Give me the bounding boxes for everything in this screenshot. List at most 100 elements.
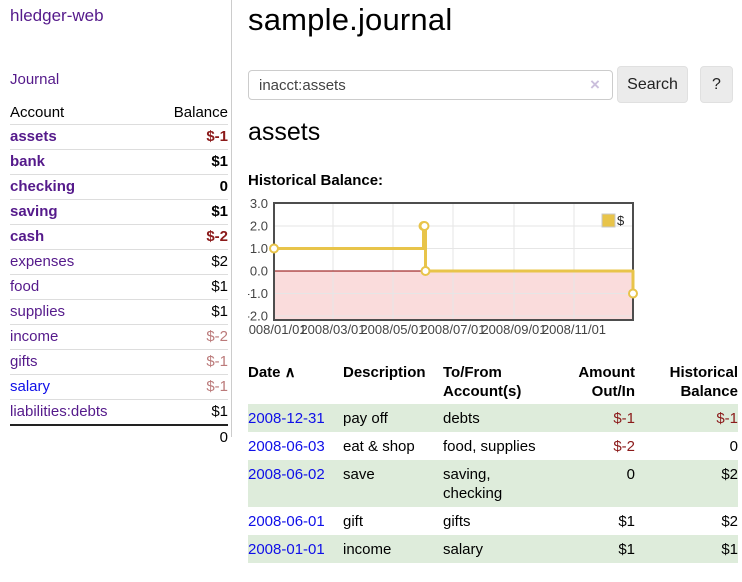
transaction-accounts: saving, checking [443, 466, 503, 502]
accounts-header-balance: Balance [173, 104, 228, 121]
x-axis-tick-label: 2008/03/01 [300, 322, 365, 337]
transaction-amount: $1 [618, 541, 635, 558]
account-balance: $1 [211, 153, 228, 170]
transaction-balance: $2 [721, 513, 738, 530]
search-button[interactable]: Search [617, 66, 688, 103]
x-axis-tick-label: 2008/07/01 [420, 322, 485, 337]
search-input[interactable] [248, 70, 613, 100]
transaction-date-link[interactable]: 2008-06-02 [248, 466, 325, 483]
y-axis-tick-label: -2.0 [248, 309, 268, 324]
data-point-marker [420, 266, 431, 276]
transaction-description: gift [343, 513, 364, 530]
transaction-date-link[interactable]: 2008-06-03 [248, 438, 325, 455]
app-title-link[interactable]: hledger-web [10, 6, 104, 25]
transaction-row: 2008-01-01 income salary $1 $1 [248, 535, 738, 563]
accounts-header-account: Account [10, 104, 65, 121]
clear-search-icon[interactable]: × [590, 75, 600, 94]
account-balance: $1 [211, 303, 228, 320]
header-label: To/From Account(s) [443, 364, 522, 400]
transactions-table-body: 2008-12-31 pay off debts $-1 $-1 2008-06-03 ea… [248, 404, 738, 563]
header-label: Historical Balance [669, 364, 738, 400]
account-link[interactable]: bank [10, 153, 46, 170]
account-link[interactable]: liabilities:debts [10, 403, 108, 420]
account-link[interactable]: assets [10, 128, 57, 145]
transaction-accounts: gifts [443, 513, 471, 530]
account-row: bank $1 [10, 150, 228, 175]
account-balance: $2 [211, 253, 228, 270]
account-balance: $-1 [206, 378, 228, 395]
data-point-marker [269, 243, 279, 254]
account-row: saving $1 [10, 200, 228, 225]
chart-frame [273, 202, 634, 321]
transaction-description: income [343, 541, 392, 558]
transactions-header-amount-out-in: Amount Out/In [555, 360, 635, 404]
account-balance: $-1 [206, 353, 228, 370]
account-row: gifts $-1 [10, 350, 228, 375]
transactions-header-description: Description [343, 360, 443, 404]
transaction-row: 2008-06-02 save saving, checking 0 $2 [248, 460, 738, 507]
accounts-header-row: Account Balance [10, 101, 228, 125]
transaction-description: save [343, 466, 375, 483]
data-point-marker [628, 288, 638, 299]
y-axis-tick-label: 3.0 [250, 196, 268, 211]
chart-heading: Historical Balance: [248, 172, 384, 189]
account-row: income $-2 [10, 325, 228, 350]
search-form: × Search ? [248, 66, 742, 104]
accounts-table: Account Balance assets $-1 bank $1 checking 0… [10, 101, 228, 450]
accounts-total-value: 0 [219, 429, 228, 446]
transaction-row: 2008-06-03 eat & shop food, supplies $-2 0 [248, 432, 738, 460]
transaction-description: pay off [343, 410, 388, 427]
account-link[interactable]: salary [10, 378, 51, 395]
transaction-accounts: salary [443, 541, 484, 558]
account-heading: assets [248, 118, 321, 146]
account-link[interactable]: cash [10, 228, 45, 245]
account-link[interactable]: income [10, 328, 59, 345]
legend-swatch [601, 213, 616, 228]
account-link[interactable]: food [10, 278, 40, 295]
x-axis-tick-label: 2008/01/01 [248, 322, 307, 337]
y-axis-tick-label: -1.0 [248, 286, 268, 301]
historical-balance-chart: $3.0 2.0 1.0 0.0 -1.0 -2.02008/01/012008/03/0… [248, 196, 638, 337]
account-row: expenses $2 [10, 250, 228, 275]
page-title: sample.journal [248, 2, 453, 37]
header-label: Date [248, 364, 281, 381]
x-axis-tick-label: 2008/05/01 [360, 322, 425, 337]
account-link[interactable]: checking [10, 178, 76, 195]
account-balance: $-2 [206, 328, 228, 345]
account-balance: 0 [219, 178, 228, 195]
transaction-balance: 0 [729, 438, 738, 455]
transaction-date-link[interactable]: 2008-01-01 [248, 541, 325, 558]
account-row: salary $-1 [10, 375, 228, 400]
account-row: checking 0 [10, 175, 228, 200]
transaction-row: 2008-06-01 gift gifts $1 $2 [248, 507, 738, 535]
account-balance: $-2 [206, 228, 228, 245]
transaction-amount: 0 [626, 466, 635, 483]
transactions-header-date[interactable]: Date ∧ [248, 360, 343, 404]
help-button[interactable]: ? [700, 66, 733, 103]
account-link[interactable]: gifts [10, 353, 38, 370]
account-balance: $1 [211, 403, 228, 420]
account-row: assets $-1 [10, 125, 228, 150]
transactions-header-to-from-account-s-: To/From Account(s) [443, 360, 555, 404]
account-balance: $-1 [206, 128, 228, 145]
account-link[interactable]: supplies [10, 303, 66, 320]
account-row: cash $-2 [10, 225, 228, 250]
main-content: sample.journal × Search ? assets Histori… [248, 0, 742, 582]
transaction-amount: $-2 [613, 438, 635, 455]
header-label: Amount Out/In [578, 364, 635, 400]
transaction-amount: $-1 [613, 410, 635, 427]
transaction-date-link[interactable]: 2008-06-01 [248, 513, 325, 530]
transactions-table: Date ∧ Description To/From Account(s) Amoun… [248, 360, 738, 563]
account-row: food $1 [10, 275, 228, 300]
data-point-marker [419, 221, 430, 231]
y-axis-tick-label: 0.0 [250, 264, 268, 279]
transaction-date-link[interactable]: 2008-12-31 [248, 410, 325, 427]
account-link[interactable]: saving [10, 203, 58, 220]
account-link[interactable]: expenses [10, 253, 75, 270]
sidebar-item-journal[interactable]: Journal [10, 71, 60, 88]
transactions-header-historical-balance: Historical Balance [635, 360, 738, 404]
account-balance: $1 [211, 278, 228, 295]
transaction-balance: $-1 [716, 410, 738, 427]
accounts-total-row: 0 [10, 425, 228, 450]
